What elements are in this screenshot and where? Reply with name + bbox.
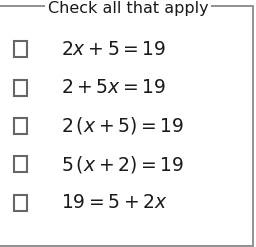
Bar	[14, 41, 27, 57]
Text: $2\,(x + 5) = 19$: $2\,(x + 5) = 19$	[61, 115, 185, 137]
Text: $19 = 5 + 2x$: $19 = 5 + 2x$	[61, 193, 168, 212]
Text: Check all that apply: Check all that apply	[48, 1, 208, 16]
Bar	[14, 156, 27, 172]
Text: $5\,(x + 2) = 19$: $5\,(x + 2) = 19$	[61, 154, 185, 175]
Text: $2 + 5x = 19$: $2 + 5x = 19$	[61, 78, 167, 97]
Bar	[14, 195, 27, 210]
Bar	[14, 80, 27, 96]
Bar	[14, 118, 27, 134]
Text: $2x + 5 = 19$: $2x + 5 = 19$	[61, 40, 167, 59]
